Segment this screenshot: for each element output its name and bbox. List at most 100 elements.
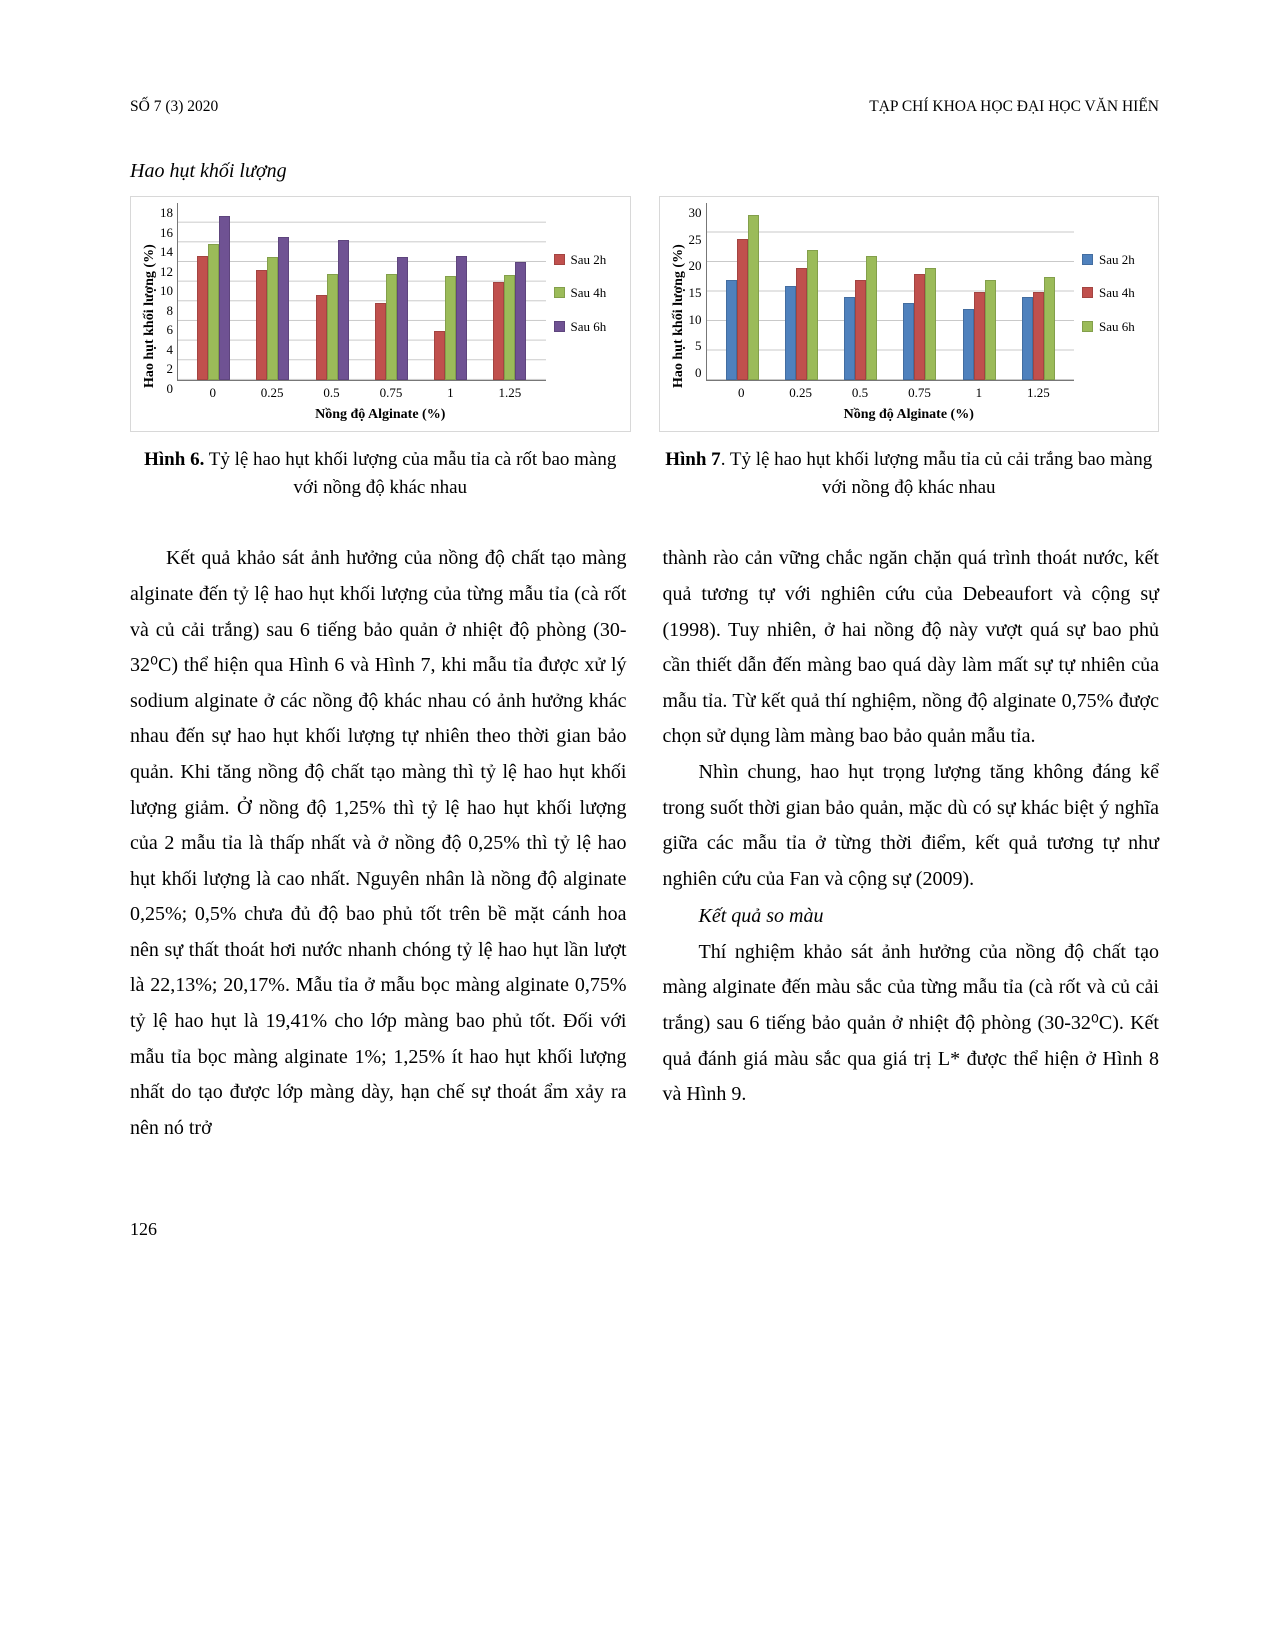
bar — [397, 257, 408, 380]
bars-container — [707, 203, 1075, 380]
legend-item: Sau 4h — [554, 283, 624, 303]
y-tick: 10 — [160, 281, 173, 301]
bar — [726, 280, 737, 380]
bar-group — [362, 203, 421, 380]
x-axis-label: Nồng độ Alginate (%) — [131, 402, 630, 431]
plot-grid — [706, 203, 1075, 381]
bar — [1022, 297, 1033, 379]
bar — [338, 240, 349, 380]
y-ticks: 302520151050 — [689, 203, 706, 402]
page-header: SỐ 7 (3) 2020 TẠP CHÍ KHOA HỌC ĐẠI HỌC V… — [130, 95, 1159, 118]
legend-label: Sau 6h — [1099, 317, 1135, 337]
bar — [504, 275, 515, 380]
bar — [493, 282, 504, 380]
x-ticks: 00.250.50.7511.25 — [177, 381, 546, 403]
body-paragraph: Nhìn chung, hao hụt trọng lượng tăng khô… — [663, 755, 1160, 897]
bar — [866, 256, 877, 380]
bar — [855, 280, 866, 380]
bar — [807, 250, 818, 379]
bar — [445, 276, 456, 380]
bar — [197, 256, 208, 380]
x-tick: 0 — [712, 383, 771, 403]
bar — [737, 239, 748, 380]
body-paragraph: thành rào cản vững chắc ngăn chặn quá tr… — [663, 541, 1160, 755]
y-tick: 8 — [160, 301, 173, 321]
bar — [748, 215, 759, 380]
body-paragraph: Thí nghiệm khảo sát ảnh hưởng của nồng đ… — [663, 935, 1160, 1113]
legend-item: Sau 4h — [1082, 283, 1152, 303]
caption-text: . Tỷ lệ hao hụt khối lượng mẫu tỉa củ cả… — [721, 449, 1153, 498]
bar — [974, 292, 985, 380]
legend-label: Sau 4h — [571, 283, 607, 303]
figure-7-caption: Hình 7. Tỷ lệ hao hụt khối lượng mẫu tỉa… — [659, 446, 1160, 501]
bar — [963, 309, 974, 380]
bar — [434, 331, 445, 380]
bar — [844, 297, 855, 379]
bar — [327, 274, 338, 380]
y-tick: 6 — [160, 320, 173, 340]
bar-group — [890, 203, 949, 380]
bar-group — [184, 203, 243, 380]
x-tick: 1 — [949, 383, 1008, 403]
bar — [375, 303, 386, 379]
charts-row: Hao hụt khối lượng (%) 181614121086420 0… — [130, 196, 1159, 432]
x-tick: 0.25 — [771, 383, 830, 403]
journal-name: TẠP CHÍ KHOA HỌC ĐẠI HỌC VĂN HIẾN — [869, 95, 1159, 118]
x-tick: 0 — [183, 383, 242, 403]
bar — [785, 286, 796, 380]
issue-number: SỐ 7 (3) 2020 — [130, 95, 218, 118]
x-tick: 1.25 — [1009, 383, 1068, 403]
y-axis-label: Hao hụt khối lượng (%) — [137, 203, 160, 402]
legend-label: Sau 2h — [571, 250, 607, 270]
x-tick: 0.25 — [242, 383, 301, 403]
bar — [386, 274, 397, 380]
y-ticks: 181614121086420 — [160, 203, 177, 402]
x-tick: 1.25 — [480, 383, 539, 403]
y-tick: 0 — [160, 379, 173, 399]
x-tick: 1 — [421, 383, 480, 403]
x-tick: 0.75 — [361, 383, 420, 403]
bar — [208, 244, 219, 379]
chart-legend: Sau 2h Sau 4h Sau 6h — [546, 203, 624, 402]
bar-group — [772, 203, 831, 380]
bar — [278, 237, 289, 380]
legend-item: Sau 2h — [554, 250, 624, 270]
bar — [914, 274, 925, 380]
y-tick: 16 — [160, 223, 173, 243]
y-tick: 2 — [160, 359, 173, 379]
caption-label: Hình 6. — [144, 449, 204, 470]
bar — [985, 280, 996, 380]
bar-group — [831, 203, 890, 380]
right-column: thành rào cản vững chắc ngăn chặn quá tr… — [663, 541, 1160, 1146]
x-ticks: 00.250.50.7511.25 — [706, 381, 1075, 403]
legend-label: Sau 4h — [1099, 283, 1135, 303]
bar — [1033, 292, 1044, 380]
y-tick: 5 — [689, 336, 702, 356]
legend-item: Sau 6h — [1082, 317, 1152, 337]
legend-swatch — [554, 254, 565, 265]
bar — [219, 216, 230, 380]
bar — [515, 262, 526, 380]
chart-legend: Sau 2h Sau 4h Sau 6h — [1074, 203, 1152, 402]
bar-group — [421, 203, 480, 380]
bar — [903, 303, 914, 379]
figure-6-caption: Hình 6. Tỷ lệ hao hụt khối lượng của mẫu… — [130, 446, 631, 501]
y-tick: 25 — [689, 230, 702, 250]
legend-label: Sau 6h — [571, 317, 607, 337]
y-tick: 14 — [160, 242, 173, 262]
left-column: Kết quả khảo sát ảnh hưởng của nồng độ c… — [130, 541, 627, 1146]
y-tick: 20 — [689, 256, 702, 276]
bar-group — [1009, 203, 1068, 380]
y-tick: 15 — [689, 283, 702, 303]
y-tick: 30 — [689, 203, 702, 223]
legend-swatch — [1082, 321, 1093, 332]
legend-swatch — [1082, 254, 1093, 265]
bar — [925, 268, 936, 380]
bar — [1044, 277, 1055, 380]
figure-7-chart: Hao hụt khối lượng (%) 302520151050 00.2… — [659, 196, 1160, 432]
bar — [267, 257, 278, 380]
legend-label: Sau 2h — [1099, 250, 1135, 270]
y-tick: 18 — [160, 203, 173, 223]
body-columns: Kết quả khảo sát ảnh hưởng của nồng độ c… — [130, 541, 1159, 1146]
subsection-title: Kết quả so màu — [663, 899, 1160, 935]
